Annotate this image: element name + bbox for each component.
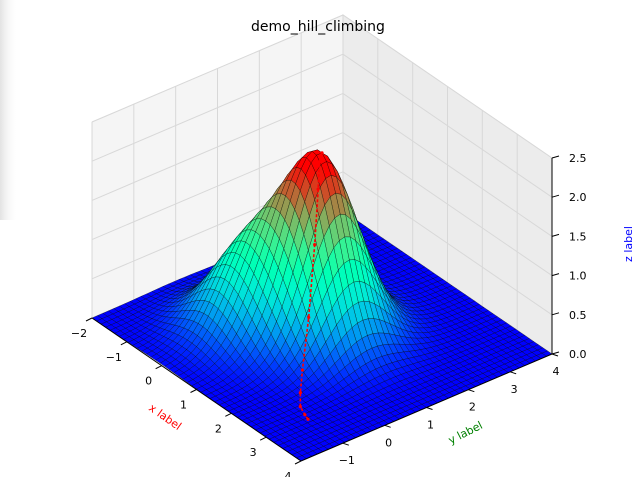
path-point — [298, 391, 302, 395]
x-tick — [120, 341, 128, 346]
grid-line — [91, 171, 553, 316]
y-tick — [426, 407, 433, 410]
path-point — [320, 151, 324, 155]
z-axis-label: z label — [622, 226, 635, 262]
y-tick-label: −1 — [339, 454, 355, 467]
y-axis-label: y label — [446, 419, 485, 447]
x-tick-label: 1 — [180, 399, 187, 412]
z-tick — [551, 194, 560, 198]
path-point — [306, 417, 310, 421]
z-tick — [551, 312, 560, 316]
path-point — [300, 368, 305, 372]
y-tick — [551, 353, 559, 357]
x-tick — [259, 436, 267, 441]
z-tick-label: 2.5 — [569, 152, 587, 165]
grid-line — [91, 92, 553, 237]
x-tick-label: 3 — [250, 446, 257, 459]
z-tick-label: 1.0 — [569, 270, 587, 283]
z-tick — [551, 351, 560, 355]
figure-edge-shadow — [0, 0, 18, 220]
grid-line — [91, 14, 553, 159]
x-tick-label: −1 — [106, 351, 122, 364]
z-tick-label: 1.5 — [569, 230, 587, 243]
tick-labels: −2 −1 0 1 2 3 4 −1 0 1 2 3 4 0.0 0.5 1.0 1.5 2.0 2.5 — [71, 152, 587, 477]
path-point — [303, 413, 307, 417]
z-tick-label: 0.5 — [569, 309, 587, 322]
path-point — [317, 161, 321, 165]
x-axis-label: x label — [146, 401, 183, 433]
path-point — [307, 315, 311, 320]
surface-plot — [91, 149, 553, 462]
z-tick — [551, 233, 560, 237]
path-point — [316, 187, 320, 191]
y-tick — [384, 424, 391, 428]
y-tick — [510, 371, 517, 375]
y-tick-label: 1 — [427, 419, 434, 432]
x-tick — [190, 389, 197, 393]
y-tick-label: 3 — [511, 383, 518, 396]
x-tick — [294, 460, 302, 465]
z-tick — [551, 273, 560, 277]
z-tick-label: 2.0 — [569, 191, 587, 204]
y-tick-label: 0 — [385, 436, 392, 449]
x-tick-label: 2 — [215, 422, 222, 435]
y-tick — [342, 442, 349, 446]
y-tick-label: 2 — [469, 401, 476, 414]
y-tick — [468, 389, 475, 393]
x-tick-label: −2 — [71, 327, 87, 340]
hill-climbing-path — [298, 151, 324, 421]
grid-line — [91, 132, 553, 277]
x-tick-label: 0 — [145, 375, 152, 388]
chart-title: demo_hill_climbing — [251, 19, 385, 35]
grid-line — [91, 53, 553, 198]
z-tick — [551, 155, 560, 159]
path-point — [313, 243, 317, 247]
x-tick-label: 4 — [285, 470, 292, 477]
y-tick-label: 4 — [553, 365, 560, 378]
x-tick — [225, 412, 232, 417]
path-line — [299, 152, 323, 420]
z-tick-label: 0.0 — [569, 348, 587, 361]
x-tick — [85, 317, 93, 322]
x-tick — [155, 365, 162, 370]
path-point — [298, 405, 302, 409]
